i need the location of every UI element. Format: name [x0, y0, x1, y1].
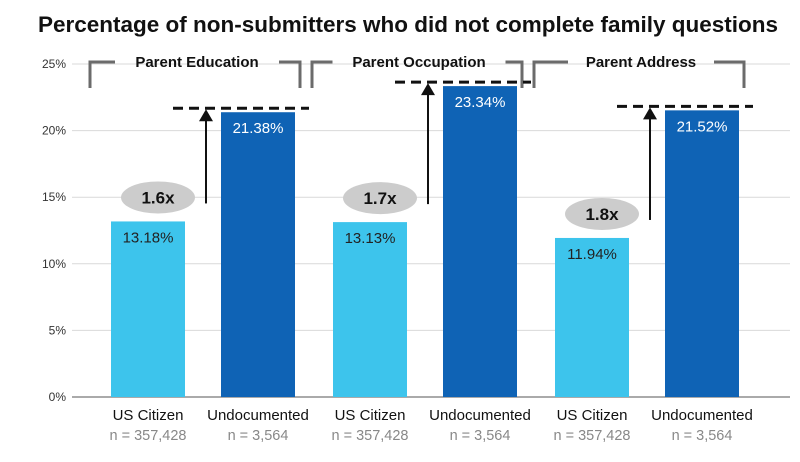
- ratio-label: 1.7x: [363, 189, 397, 208]
- bracket-right: [279, 60, 302, 88]
- category-label: US Citizen: [335, 407, 406, 424]
- bars: 13.18% 21.38% 13.13% 23.34% 11.94% 21.52%: [111, 86, 739, 398]
- group-label: Parent Education: [135, 54, 258, 71]
- bar-value-label: 11.94%: [567, 246, 617, 263]
- arrow-up-icon: [199, 109, 213, 122]
- bracket-right: [714, 60, 746, 88]
- bar-value-label: 13.18%: [123, 229, 174, 246]
- y-tick-label: 10%: [42, 257, 66, 271]
- ratio-badge: [565, 197, 639, 230]
- ratio-badge: [121, 181, 195, 214]
- sample-size-label: n = 3,564: [672, 428, 733, 444]
- y-tick-label: 20%: [42, 124, 66, 138]
- bar: [665, 110, 739, 397]
- category-label: US Citizen: [557, 407, 628, 424]
- category-labels: US Citizen n = 357,428 Undocumented n = 3,5…: [109, 407, 752, 444]
- bar-value-label: 23.34%: [455, 94, 506, 111]
- sample-size-label: n = 3,564: [450, 428, 511, 444]
- category-label: Undocumented: [429, 407, 531, 424]
- ratio-label: 1.8x: [585, 205, 619, 224]
- arrow-up-icon: [643, 107, 657, 120]
- ratio-badge: [343, 182, 417, 215]
- y-axis-ticks: 0% 5% 10% 15% 20% 25%: [42, 57, 66, 404]
- y-tick-label: 5%: [49, 323, 67, 337]
- bar: [111, 221, 185, 397]
- bar-value-label: 21.52%: [677, 118, 728, 135]
- sample-size-label: n = 357,428: [109, 428, 186, 444]
- y-tick-label: 15%: [42, 190, 66, 204]
- sample-size-label: n = 357,428: [331, 428, 408, 444]
- group-label: Parent Address: [586, 54, 696, 71]
- bar: [333, 222, 407, 397]
- bar: [221, 112, 295, 398]
- bar-value-label: 21.38%: [233, 120, 284, 137]
- category-label: Undocumented: [651, 407, 753, 424]
- bracket-right: [505, 60, 524, 88]
- group-label: Parent Occupation: [352, 54, 485, 71]
- bar-value-label: 13.13%: [345, 230, 396, 247]
- sample-size-label: n = 3,564: [228, 428, 289, 444]
- bracket-left: [532, 60, 568, 88]
- ratio-annotations: 1.6x 1.7x 1.8x: [121, 80, 753, 230]
- bar: [555, 237, 629, 397]
- sample-size-label: n = 357,428: [553, 428, 630, 444]
- bar: [443, 86, 517, 397]
- ratio-label: 1.6x: [141, 188, 175, 207]
- category-label: Undocumented: [207, 407, 309, 424]
- chart-title: Percentage of non-submitters who did not…: [38, 12, 778, 37]
- category-label: US Citizen: [113, 407, 184, 424]
- bracket-left: [88, 60, 115, 88]
- y-tick-label: 25%: [42, 57, 66, 71]
- group-brackets: Parent Education Parent Occupation Parent …: [88, 54, 746, 88]
- y-tick-label: 0%: [49, 390, 67, 404]
- bracket-left: [310, 60, 333, 88]
- arrow-up-icon: [421, 83, 435, 96]
